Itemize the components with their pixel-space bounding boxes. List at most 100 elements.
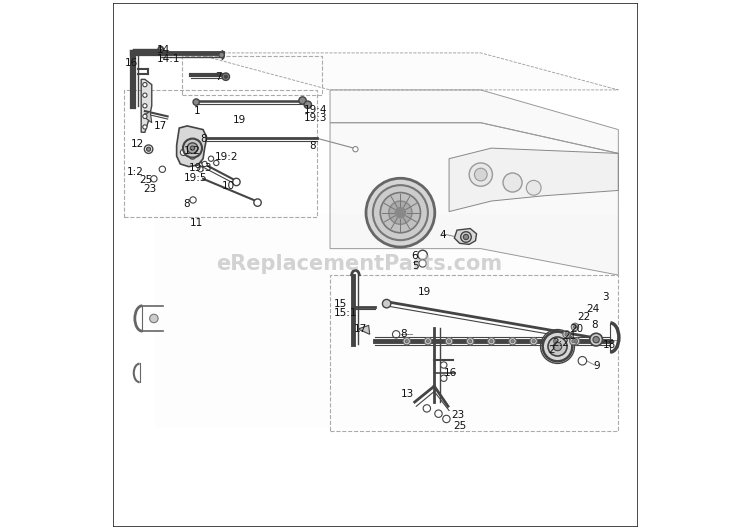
Circle shape: [198, 167, 203, 172]
Text: 19:4: 19:4: [304, 105, 327, 115]
Polygon shape: [449, 148, 618, 212]
Text: 14:1: 14:1: [157, 54, 181, 64]
Circle shape: [590, 333, 602, 346]
Text: 4: 4: [440, 231, 446, 240]
Text: 1: 1: [194, 106, 201, 116]
Circle shape: [188, 143, 198, 153]
Circle shape: [490, 340, 493, 343]
Circle shape: [440, 375, 447, 381]
Circle shape: [570, 338, 577, 345]
Text: 21: 21: [562, 331, 576, 341]
Text: 18: 18: [602, 340, 616, 350]
Text: 17: 17: [354, 324, 367, 334]
Circle shape: [440, 362, 447, 368]
Circle shape: [442, 415, 450, 423]
Text: 22: 22: [577, 313, 590, 322]
Text: 3: 3: [602, 293, 609, 302]
Circle shape: [470, 163, 493, 186]
Text: 13: 13: [400, 389, 414, 399]
Circle shape: [573, 325, 577, 329]
Circle shape: [388, 201, 412, 224]
Text: 5: 5: [412, 261, 419, 270]
Circle shape: [380, 193, 421, 233]
Circle shape: [352, 147, 358, 152]
Circle shape: [224, 75, 227, 78]
Circle shape: [593, 336, 599, 343]
Circle shape: [572, 340, 575, 343]
Circle shape: [572, 338, 580, 345]
Circle shape: [565, 333, 568, 336]
Polygon shape: [155, 214, 618, 428]
Circle shape: [509, 338, 516, 345]
Text: 14: 14: [157, 45, 170, 55]
Circle shape: [392, 331, 400, 338]
Text: 11: 11: [190, 218, 203, 228]
Text: 19:5: 19:5: [184, 174, 207, 183]
Polygon shape: [330, 123, 618, 275]
Circle shape: [373, 185, 428, 240]
Text: 12: 12: [130, 139, 144, 149]
Text: 8: 8: [184, 199, 190, 208]
Circle shape: [254, 199, 261, 206]
Circle shape: [190, 146, 194, 150]
Text: 19: 19: [417, 287, 430, 297]
Text: 7: 7: [215, 72, 222, 81]
Circle shape: [572, 323, 579, 331]
Circle shape: [526, 180, 541, 195]
Circle shape: [488, 338, 495, 345]
Circle shape: [304, 101, 311, 108]
Text: 6: 6: [411, 251, 418, 261]
Circle shape: [150, 314, 158, 323]
Circle shape: [578, 357, 586, 365]
Circle shape: [183, 139, 202, 158]
Circle shape: [593, 338, 601, 345]
Text: 8: 8: [400, 330, 407, 339]
Text: 23: 23: [143, 184, 157, 194]
Text: 16: 16: [125, 59, 139, 68]
Text: 24: 24: [586, 305, 600, 314]
Circle shape: [418, 250, 428, 260]
Circle shape: [530, 338, 538, 345]
Circle shape: [202, 161, 207, 167]
Text: 15: 15: [334, 299, 347, 309]
Circle shape: [214, 160, 219, 166]
Circle shape: [419, 260, 426, 267]
Text: 2:2: 2:2: [552, 338, 569, 348]
Circle shape: [466, 338, 474, 345]
Circle shape: [395, 207, 406, 218]
Circle shape: [142, 104, 147, 108]
Circle shape: [366, 178, 435, 247]
Circle shape: [222, 73, 230, 80]
Text: 19:2: 19:2: [215, 152, 238, 162]
Text: 8: 8: [591, 321, 598, 330]
Text: 19:3: 19:3: [304, 114, 327, 123]
Circle shape: [142, 83, 147, 87]
Text: 25: 25: [140, 175, 153, 185]
Circle shape: [146, 147, 151, 151]
Polygon shape: [143, 111, 152, 123]
Circle shape: [190, 197, 196, 203]
Circle shape: [475, 168, 488, 181]
Circle shape: [159, 166, 166, 172]
Circle shape: [423, 405, 430, 412]
Circle shape: [554, 342, 562, 351]
Polygon shape: [454, 229, 476, 244]
Circle shape: [424, 338, 431, 345]
Text: 15:1: 15:1: [334, 308, 357, 318]
Circle shape: [532, 340, 536, 343]
Circle shape: [464, 234, 469, 240]
Circle shape: [232, 178, 240, 186]
Circle shape: [298, 97, 306, 104]
Polygon shape: [141, 79, 152, 132]
Polygon shape: [330, 90, 618, 153]
Text: 19: 19: [233, 115, 247, 125]
Text: 17: 17: [154, 121, 167, 131]
Circle shape: [596, 340, 598, 343]
Circle shape: [562, 331, 570, 338]
Circle shape: [469, 340, 472, 343]
Circle shape: [446, 338, 453, 345]
Circle shape: [574, 340, 578, 343]
Polygon shape: [358, 325, 370, 334]
Text: 1:2: 1:2: [126, 167, 143, 177]
Circle shape: [144, 145, 153, 153]
